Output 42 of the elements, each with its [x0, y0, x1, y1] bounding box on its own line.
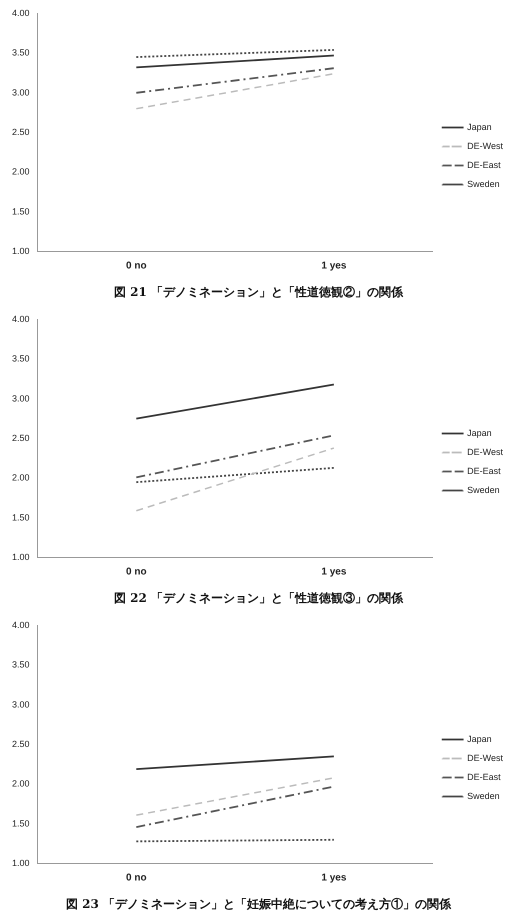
x-tick-label: 0 no — [126, 260, 147, 272]
y-tick-label: 2.50 — [12, 738, 30, 749]
legend-label: Sweden — [467, 178, 500, 189]
y-tick-label: 2.50 — [12, 126, 30, 137]
y-tick-label: 1.50 — [12, 206, 30, 216]
y-tick-label: 2.00 — [12, 166, 30, 177]
y-tick-label: 4.00 — [12, 314, 30, 324]
y-tick-label: 3.00 — [12, 699, 30, 710]
legend-label: Sweden — [467, 790, 500, 801]
legend-label: DE-West — [467, 446, 504, 457]
y-tick-label: 3.00 — [12, 87, 30, 98]
x-tick-label: 1 yes — [321, 566, 347, 578]
y-tick-label: 1.50 — [12, 512, 30, 522]
y-tick-label: 3.50 — [12, 48, 30, 58]
legend-label: DE-West — [467, 140, 504, 151]
legend-label: Japan — [467, 428, 492, 438]
y-tick-label: 1.00 — [12, 858, 30, 868]
y-tick-label: 1.50 — [12, 818, 30, 828]
y-tick-label: 3.50 — [12, 660, 30, 670]
y-tick-label: 4.00 — [12, 8, 30, 18]
x-tick-label: 1 yes — [321, 260, 347, 272]
legend-label: Sweden — [467, 484, 500, 495]
y-tick-label: 2.00 — [12, 778, 30, 789]
x-tick-label: 0 no — [126, 566, 147, 578]
x-tick-label: 1 yes — [321, 872, 347, 884]
legend-label: Japan — [467, 734, 492, 744]
y-tick-label: 3.00 — [12, 393, 30, 404]
legend-label: Japan — [467, 122, 492, 132]
y-tick-label: 4.00 — [12, 620, 30, 630]
legend-label: DE-East — [467, 772, 502, 782]
y-tick-label: 1.00 — [12, 246, 30, 256]
y-tick-label: 2.50 — [12, 432, 30, 443]
y-tick-label: 2.00 — [12, 472, 30, 483]
y-tick-label: 3.50 — [12, 354, 30, 364]
text: 図 22 「デノミネーション」と「性道徳観③」の関係 — [114, 590, 404, 605]
legend-label: DE-East — [467, 466, 502, 476]
x-tick-label: 0 no — [126, 872, 147, 884]
text: 図 21 「デノミネーション」と「性道徳観②」の関係 — [114, 284, 404, 299]
y-tick-label: 1.00 — [12, 552, 30, 562]
legend-label: DE-West — [467, 752, 504, 763]
text: 図 23 「デノミネーション」と「妊娠中絶についての考え方①」の関係 — [66, 896, 452, 911]
legend-label: DE-East — [467, 160, 502, 170]
